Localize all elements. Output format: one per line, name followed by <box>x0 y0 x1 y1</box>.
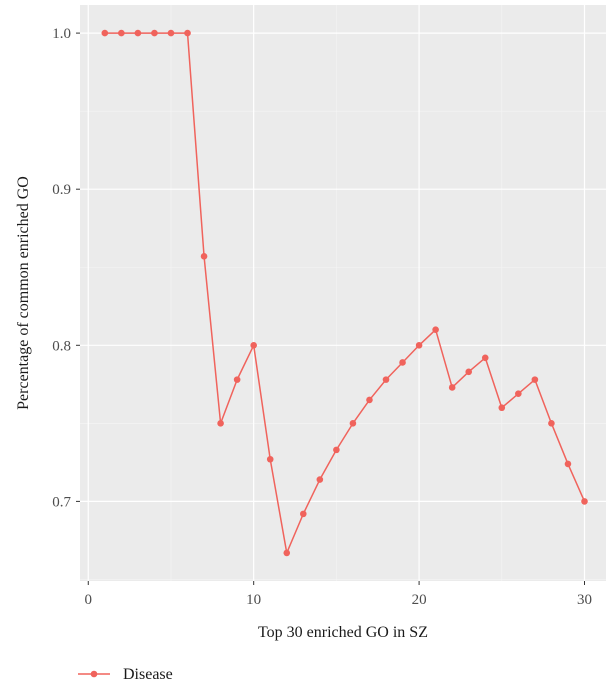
data-point <box>349 420 357 427</box>
data-point <box>448 384 456 391</box>
data-point <box>283 549 291 557</box>
minor-gridlines <box>80 5 606 581</box>
x-tick-label: 0 <box>85 592 93 608</box>
x-tick-label: 20 <box>412 592 427 608</box>
y-tick-label: 0.8 <box>52 338 71 354</box>
data-point <box>366 396 373 404</box>
data-point <box>465 368 473 376</box>
tick-labels: 0 10 20 30 0.7 0.8 0.9 1.0 <box>52 26 592 608</box>
legend-point-disease <box>90 670 98 678</box>
data-point <box>300 510 307 518</box>
y-axis-title: Percentage of common enriched GO <box>15 176 32 410</box>
y-tick-label: 0.7 <box>52 494 71 510</box>
data-point <box>564 460 572 468</box>
plot-panel <box>80 5 606 581</box>
data-point <box>266 455 274 463</box>
data-points <box>101 29 588 557</box>
y-tick-label: 0.9 <box>52 182 71 198</box>
data-point <box>101 29 109 37</box>
data-point <box>184 29 191 37</box>
data-point <box>432 326 439 333</box>
data-point <box>548 420 555 427</box>
data-point <box>217 420 224 427</box>
x-tick-label: 30 <box>577 592 592 608</box>
x-axis-title: Top 30 enriched GO in SZ <box>258 624 428 641</box>
major-gridlines <box>80 5 606 581</box>
data-point <box>167 29 175 37</box>
legend-label-disease: Disease <box>123 666 173 683</box>
data-point <box>333 446 340 454</box>
data-point <box>498 404 506 412</box>
legend: Disease <box>78 666 173 683</box>
data-point <box>134 29 142 37</box>
data-point <box>481 354 489 362</box>
data-point <box>515 390 522 397</box>
data-point <box>200 253 208 260</box>
data-point <box>382 376 390 383</box>
data-point <box>250 341 257 349</box>
x-tick-label: 10 <box>246 592 261 608</box>
axis-ticks <box>76 32 585 585</box>
data-point <box>581 498 588 505</box>
data-point <box>415 341 423 349</box>
data-point <box>316 476 324 483</box>
data-point <box>118 29 125 37</box>
data-point <box>233 376 241 383</box>
data-point <box>531 376 539 383</box>
data-point <box>151 29 158 37</box>
y-tick-label: 1.0 <box>52 26 71 42</box>
data-point <box>399 359 406 366</box>
